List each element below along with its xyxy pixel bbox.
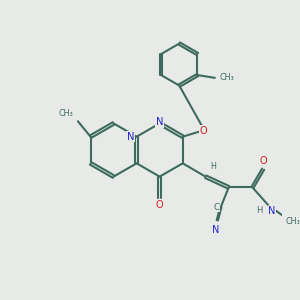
Text: N: N (156, 117, 164, 127)
Text: O: O (260, 156, 268, 167)
Text: CH₃: CH₃ (219, 74, 234, 82)
Text: C: C (213, 202, 219, 211)
Text: N: N (212, 225, 220, 236)
Text: CH₃: CH₃ (285, 217, 300, 226)
Text: O: O (199, 125, 207, 136)
Text: H: H (210, 162, 216, 171)
Text: O: O (156, 200, 164, 210)
Text: N: N (127, 132, 134, 142)
Text: CH₃: CH₃ (59, 109, 74, 118)
Text: H: H (256, 206, 263, 215)
Text: N: N (268, 206, 276, 217)
